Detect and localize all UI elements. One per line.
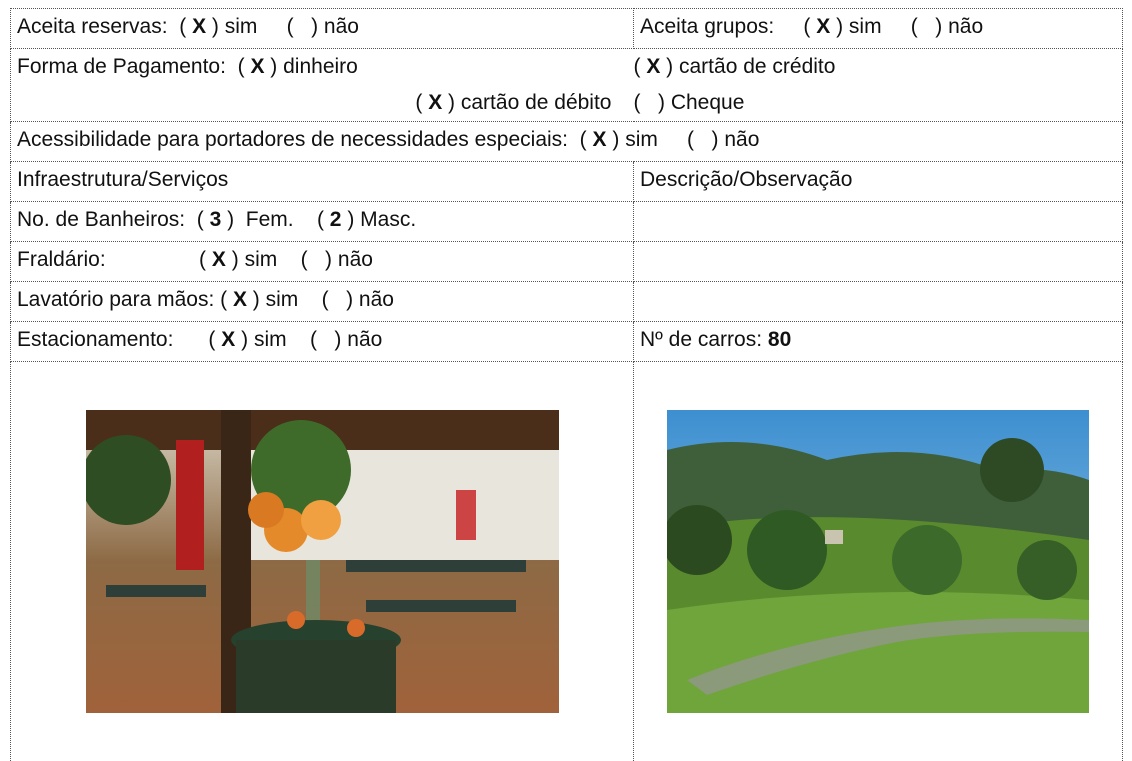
label-text: No. de Banheiros: (: [17, 208, 210, 231]
form-cell: Fraldário: ( X ) sim ( ) não: [11, 242, 634, 282]
marked-value: 80: [768, 328, 791, 351]
label-text: Forma de Pagamento: (: [17, 55, 250, 78]
marked-value: 2: [330, 208, 342, 231]
form-row: Acessibilidade para portadores de necess…: [11, 122, 1123, 162]
label-text: ) dinheiro: [264, 55, 357, 78]
marked-value: X: [816, 15, 830, 38]
cell-line: ( ) Cheque: [634, 85, 1123, 121]
form-cell: ( X ) cartão de crédito ( ) Cheque: [634, 49, 1123, 122]
form-row: Lavatório para mãos: ( X ) sim ( ) não: [11, 282, 1123, 322]
label-text: (: [634, 55, 647, 78]
label-text: (: [415, 91, 428, 114]
label-text: ) sim ( ) não: [226, 248, 373, 271]
cell-line: Forma de Pagamento: ( X ) dinheiro: [17, 49, 634, 85]
form-row: No. de Banheiros: ( 3 ) Fem. ( 2 ) Masc.: [11, 202, 1123, 242]
cell-line: Fraldário: ( X ) sim ( ) não: [17, 242, 633, 278]
marked-value: 3: [210, 208, 222, 231]
cell-line: Descrição/Observação: [640, 162, 1122, 198]
photo-row: [11, 362, 1123, 761]
form-cell: [634, 242, 1123, 282]
form-cell: Aceita grupos: ( X ) sim ( ) não: [634, 9, 1123, 49]
photo-cell: [634, 362, 1123, 761]
label-text: Acessibilidade para portadores de necess…: [17, 128, 593, 151]
label-text: ) sim ( ) não: [607, 128, 760, 151]
marked-value: X: [593, 128, 607, 151]
label-text: Nº de carros:: [640, 328, 768, 351]
label-text: ( ) Cheque: [634, 91, 745, 114]
form-cell: Forma de Pagamento: ( X ) dinheiro( X ) …: [11, 49, 634, 122]
marked-value: X: [212, 248, 226, 271]
cell-line: Aceita grupos: ( X ) sim ( ) não: [640, 9, 1122, 45]
form-cell: Nº de carros: 80: [634, 322, 1123, 362]
form-row: Infraestrutura/Serviços Descrição/Observa…: [11, 162, 1123, 202]
label-text: Aceita grupos: (: [640, 15, 816, 38]
cell-line: Infraestrutura/Serviços: [17, 162, 633, 198]
form-row: Forma de Pagamento: ( X ) dinheiro( X ) …: [11, 49, 1123, 122]
marked-value: X: [221, 328, 235, 351]
label-text: ) sim ( ) não: [206, 15, 359, 38]
label-text: ) cartão de débito: [442, 91, 611, 114]
restaurant-photo: [86, 410, 559, 713]
label-text: ) sim ( ) não: [247, 288, 394, 311]
label-text: ) sim ( ) não: [235, 328, 382, 351]
marked-value: X: [428, 91, 442, 114]
marked-value: X: [192, 15, 206, 38]
form-cell: Aceita reservas: ( X ) sim ( ) não: [11, 9, 634, 49]
label-text: Infraestrutura/Serviços: [17, 168, 228, 191]
label-text: Estacionamento: (: [17, 328, 221, 351]
label-text: ) Fem. (: [221, 208, 330, 231]
marked-value: X: [250, 55, 264, 78]
marked-value: X: [233, 288, 247, 311]
label-text: Descrição/Observação: [640, 168, 852, 191]
form-cell: [634, 282, 1123, 322]
photo-cell: [11, 362, 634, 761]
form-cell: No. de Banheiros: ( 3 ) Fem. ( 2 ) Masc.: [11, 202, 634, 242]
cell-line: Nº de carros: 80: [640, 322, 1122, 358]
cell-line: Acessibilidade para portadores de necess…: [17, 122, 1122, 158]
form-row: Fraldário: ( X ) sim ( ) não: [11, 242, 1123, 282]
label-text: ) sim ( ) não: [830, 15, 983, 38]
landscape-photo: [667, 410, 1089, 713]
label-text: Aceita reservas: (: [17, 15, 192, 38]
cell-line: ( X ) cartão de crédito: [634, 49, 1123, 85]
form-cell: Lavatório para mãos: ( X ) sim ( ) não: [11, 282, 634, 322]
cell-line: No. de Banheiros: ( 3 ) Fem. ( 2 ) Masc.: [17, 202, 633, 238]
label-text: ) Masc.: [341, 208, 416, 231]
form-cell: Acessibilidade para portadores de necess…: [11, 122, 1123, 162]
label-text: Lavatório para mãos: (: [17, 288, 233, 311]
label-text: Fraldário: (: [17, 248, 212, 271]
form-cell: Descrição/Observação: [634, 162, 1123, 202]
marked-value: X: [646, 55, 660, 78]
cell-line: Aceita reservas: ( X ) sim ( ) não: [17, 9, 633, 45]
cell-line: Lavatório para mãos: ( X ) sim ( ) não: [17, 282, 633, 318]
form-cell: Estacionamento: ( X ) sim ( ) não: [11, 322, 634, 362]
cell-line: ( X ) cartão de débito: [17, 85, 634, 121]
form-cell: [634, 202, 1123, 242]
label-text: ) cartão de crédito: [660, 55, 835, 78]
form-cell: Infraestrutura/Serviços: [11, 162, 634, 202]
cell-line: Estacionamento: ( X ) sim ( ) não: [17, 322, 633, 358]
